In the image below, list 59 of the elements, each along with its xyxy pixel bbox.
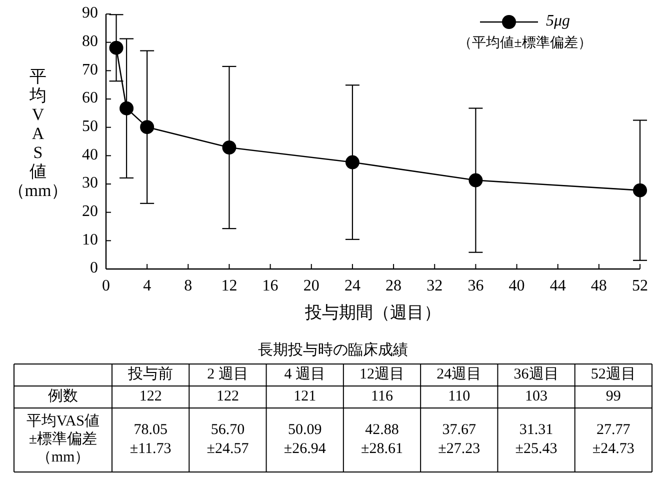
- y-tick-label: 70: [82, 61, 98, 78]
- category-label: 平均VAS値±標準偏差（mm）: [26, 413, 100, 466]
- category-label: 52週目: [590, 366, 636, 382]
- x-tick-label: 48: [590, 278, 607, 295]
- text: 103: [525, 388, 548, 404]
- annotation: （平均値±標準偏差）: [458, 35, 592, 52]
- x-tick-label: 40: [508, 278, 525, 295]
- text: 110: [448, 388, 470, 404]
- category-label: 2 週目: [207, 366, 248, 382]
- text: 78.05 ±11.73: [130, 422, 172, 457]
- text: 長期投与時の臨床成績: [258, 341, 408, 358]
- y-axis-title: 平均VAS値（mm）: [8, 66, 68, 200]
- text: 122: [216, 388, 239, 404]
- y-tick-label: 80: [82, 33, 98, 50]
- x-tick-label: 4: [143, 278, 152, 295]
- x-tick-label: 32: [426, 278, 443, 295]
- x-tick-label: 52: [632, 278, 648, 295]
- point: [120, 101, 134, 116]
- text: 31.31 ±25.43: [515, 422, 558, 457]
- text: 56.70 ±24.57: [206, 422, 249, 457]
- category-label: 投与前: [127, 365, 174, 382]
- point: [109, 40, 124, 55]
- x-axis-title: 投与期間（週目）: [304, 302, 441, 322]
- legend-label: 5μg: [546, 12, 570, 30]
- text: 50.09 ±26.94: [284, 422, 326, 457]
- y-tick-label: 60: [82, 90, 98, 107]
- x-tick-label: 36: [468, 278, 484, 295]
- y-tick-label: 50: [82, 118, 98, 136]
- text: 122: [139, 388, 162, 404]
- x-tick-label: 24: [344, 278, 360, 295]
- text: 121: [294, 388, 316, 404]
- y-tick-label: 10: [82, 231, 98, 248]
- point: [345, 155, 360, 170]
- point: [222, 140, 236, 155]
- x-tick-label: 28: [386, 278, 402, 295]
- y-tick-label: 30: [82, 174, 98, 192]
- text: 99: [606, 388, 621, 404]
- text: 27.77 ±24.73: [592, 422, 634, 457]
- x-tick-label: 44: [550, 278, 566, 295]
- x-tick-label: 0: [102, 278, 110, 295]
- y-tick-label: 40: [82, 146, 98, 164]
- point: [140, 120, 154, 134]
- x-tick-label: 12: [221, 278, 238, 295]
- x-tick-label: 20: [303, 278, 320, 295]
- y-tick-label: 20: [82, 203, 98, 220]
- text: 42.88 ±28.61: [361, 422, 403, 457]
- category-label: 24週目: [436, 366, 482, 382]
- category-label: 12週目: [360, 366, 404, 382]
- x-tick-label: 8: [184, 278, 192, 295]
- y-tick-label: 90: [82, 4, 98, 22]
- text: 116: [371, 388, 393, 404]
- y-tick-label: 0: [90, 260, 98, 277]
- point: [633, 183, 647, 198]
- category-label: 例数: [48, 388, 78, 404]
- point: [468, 173, 483, 188]
- category-label: 4 週目: [284, 366, 326, 382]
- category-label: 36週目: [514, 366, 559, 382]
- text: 37.67 ±27.23: [438, 422, 480, 457]
- x-tick-label: 16: [262, 278, 278, 295]
